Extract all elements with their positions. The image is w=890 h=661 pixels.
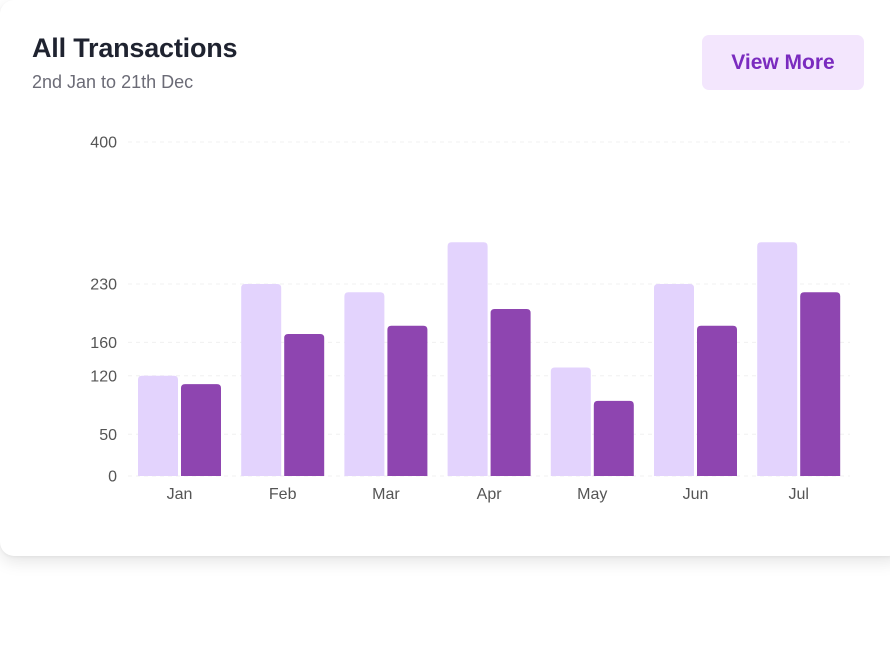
y-tick-label: 230 [90,276,117,293]
bars [138,242,841,476]
y-axis-ticks: 0 50 120 160 230 400 [90,135,117,486]
card-title: All Transactions [32,33,238,63]
x-tick-label: Jan [167,486,193,503]
x-tick-label: Mar [372,486,400,503]
bar-apr-series-1[interactable] [447,242,488,476]
bar-jul-series-1[interactable] [757,242,798,476]
y-tick-label: 400 [90,135,117,152]
bar-jan-series-1[interactable] [138,375,178,476]
bar-apr-series-2[interactable] [490,309,531,476]
y-tick-label: 120 [90,368,117,385]
bar-feb-series-2[interactable] [284,334,325,476]
bar-feb-series-1[interactable] [241,283,282,476]
card-subtitle: 2nd Jan to 21th Dec [32,72,194,92]
bar-may-series-2[interactable] [593,400,634,476]
y-tick-label: 50 [99,427,117,444]
y-tick-label: 160 [90,335,117,352]
y-tick-label: 0 [108,469,117,486]
bar-may-series-1[interactable] [550,367,591,476]
grid-lines [128,141,850,477]
bar-jun-series-2[interactable] [697,325,737,476]
view-more-button[interactable]: View More [702,35,864,90]
bar-jun-series-1[interactable] [654,283,694,476]
x-tick-label: Jul [788,486,808,503]
x-tick-label: Apr [477,486,503,503]
x-tick-label: Jun [683,486,709,503]
bar-mar-series-1[interactable] [344,292,385,476]
x-tick-label: May [577,486,607,503]
x-axis-ticks: Jan Feb Mar Apr May Jun Jul [167,486,809,503]
bar-jan-series-2[interactable] [181,384,221,476]
bar-mar-series-2[interactable] [387,325,428,476]
bar-jul-series-2[interactable] [800,292,841,476]
x-tick-label: Feb [269,486,297,503]
